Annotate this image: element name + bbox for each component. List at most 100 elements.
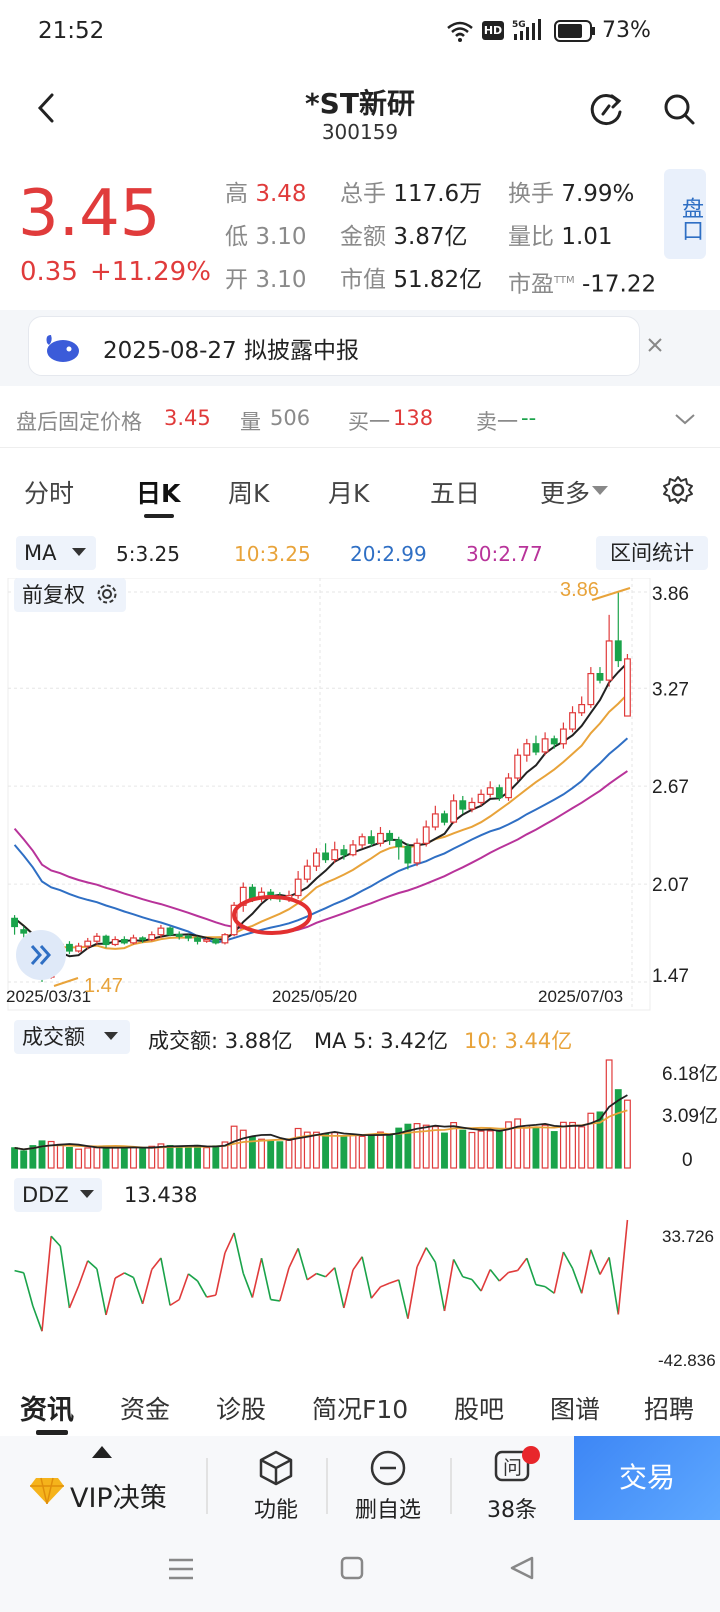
candle-body <box>184 935 192 939</box>
tab-funds[interactable]: 资金 <box>120 1395 171 1424</box>
ddz-segment <box>580 1249 592 1294</box>
ddz-selector[interactable]: DDZ <box>14 1178 102 1212</box>
volume-bar <box>340 1136 348 1169</box>
ddz-segment <box>14 1269 24 1274</box>
ddz-segment <box>416 1247 427 1268</box>
ddz-segment <box>187 1273 199 1282</box>
ma-selector[interactable]: MA <box>16 536 96 570</box>
ma30-line <box>13 770 628 935</box>
volume-bar <box>194 1144 201 1169</box>
chart-grid <box>8 578 650 1008</box>
pankou-label: 盘口 <box>678 197 703 241</box>
candlestick-chart[interactable]: 3.86 3.27 2.67 2.07 1.47 2025/03/31 2025/05/2… <box>0 578 720 1018</box>
adjust-selector[interactable]: 前复权 <box>14 578 126 612</box>
ddz-tick-top: 33.726 <box>662 1227 714 1246</box>
ddz-segment <box>471 1278 482 1292</box>
vol-ratio-value: 1.01 <box>561 224 613 250</box>
caret-up-icon <box>92 1446 112 1458</box>
candle-body <box>221 934 229 944</box>
pankou-button[interactable]: 盘口 <box>664 169 706 259</box>
expand-panel-button[interactable] <box>16 930 66 980</box>
vip-label: VIP决策 <box>70 1483 167 1514</box>
stock-name: *ST新研 <box>305 87 415 120</box>
volume-selector[interactable]: 成交额 <box>14 1020 130 1054</box>
afterhours-vol: 506 <box>270 406 311 430</box>
volume-bar <box>20 1150 28 1169</box>
trade-label: 交易 <box>618 1461 675 1494</box>
svg-text:问: 问 <box>503 1457 522 1479</box>
candle-body <box>614 640 622 662</box>
chart-tabs: 分时 日K 周K 月K 五日 更多 <box>0 456 720 526</box>
low-value: 3.10 <box>255 224 307 250</box>
ddz-segment <box>517 1257 528 1271</box>
vol-label: 总手 <box>340 181 386 207</box>
function-label: 功能 <box>253 1498 298 1523</box>
close-icon[interactable] <box>646 336 664 354</box>
volume-bar <box>239 1129 247 1169</box>
ddz-segment <box>343 1269 354 1309</box>
function-button[interactable]: 功能 <box>226 1448 326 1524</box>
ddz-segment <box>151 1257 162 1271</box>
messages-button[interactable]: 问 38条 <box>464 1446 560 1524</box>
volume-bar <box>111 1147 119 1169</box>
ddz-value: 13.438 <box>124 1183 198 1207</box>
ddz-segment <box>251 1257 263 1298</box>
price-change-pct: +11.29% <box>90 257 211 287</box>
battery-percent: 73% <box>602 18 651 43</box>
min-price-label: 1.47 <box>84 975 123 997</box>
tab-more[interactable]: 更多 <box>540 479 591 508</box>
refresh-icon[interactable] <box>586 90 626 130</box>
quote-col-1: 高 3.48 低 3.10 开 3.10 <box>225 173 307 302</box>
ddz-segment <box>508 1269 518 1274</box>
tab-hiring[interactable]: 招聘 <box>644 1395 695 1424</box>
date-tick: 2025/05/20 <box>272 987 357 1006</box>
search-icon[interactable] <box>660 90 700 130</box>
tab-news[interactable]: 资讯 <box>20 1395 74 1426</box>
trade-button[interactable]: 交易 <box>574 1436 720 1520</box>
candle-body <box>596 672 604 681</box>
home-icon[interactable] <box>340 1556 364 1580</box>
ask-value: -- <box>521 406 537 430</box>
candle-body <box>431 813 439 828</box>
caret-down-icon <box>80 1190 94 1198</box>
pe-value: -17.22 <box>581 271 657 298</box>
tab-rik[interactable]: 日K <box>136 479 181 508</box>
tab-diagnosis[interactable]: 诊股 <box>216 1395 267 1424</box>
interval-stats-button[interactable]: 区间统计 <box>596 536 708 570</box>
volume-bar <box>148 1145 156 1169</box>
ddz-segment <box>333 1267 345 1309</box>
back-nav-icon[interactable] <box>510 1556 534 1580</box>
settings-icon[interactable] <box>662 474 694 506</box>
menu-icon[interactable] <box>168 1558 194 1580</box>
volume-bar <box>459 1129 467 1169</box>
tab-f10[interactable]: 简况F10 <box>312 1395 409 1424</box>
volume-bar <box>623 1099 631 1169</box>
interval-stats-label: 区间统计 <box>610 541 694 565</box>
volume-ma10-line <box>14 1109 628 1151</box>
tab-zhouk[interactable]: 周K <box>228 479 270 508</box>
battery-icon <box>554 20 595 42</box>
bid-label: 买一 <box>348 410 390 434</box>
vip-button[interactable]: VIP决策 <box>24 1462 204 1522</box>
volume-bar <box>587 1112 595 1169</box>
tab-wuri[interactable]: 五日 <box>430 479 481 508</box>
notice-card[interactable]: 2025-08-27 拟披露中报 <box>28 316 640 376</box>
notice-bar: 2025-08-27 拟披露中报 <box>0 310 720 386</box>
ddz-chart: 33.726 -42.836 <box>14 1219 716 1368</box>
afterhours-price: 3.45 <box>164 406 211 430</box>
remove-watchlist-button[interactable]: 删自选 <box>338 1448 438 1524</box>
ddz-segment <box>132 1277 144 1305</box>
tab-yuek[interactable]: 月K <box>328 479 370 508</box>
candle-body <box>157 927 165 936</box>
ddz-segment <box>617 1219 629 1315</box>
volume-bar <box>102 1145 110 1169</box>
back-icon[interactable] <box>34 92 58 124</box>
divider <box>206 1458 208 1514</box>
volume-bar <box>38 1140 46 1169</box>
tab-forum[interactable]: 股吧 <box>454 1395 505 1424</box>
tab-fenshi[interactable]: 分时 <box>24 479 75 508</box>
turnover-label: 换手 <box>508 181 554 207</box>
chevron-down-icon[interactable] <box>674 412 696 426</box>
ddz-segment <box>123 1272 134 1279</box>
tab-graph[interactable]: 图谱 <box>550 1395 601 1424</box>
